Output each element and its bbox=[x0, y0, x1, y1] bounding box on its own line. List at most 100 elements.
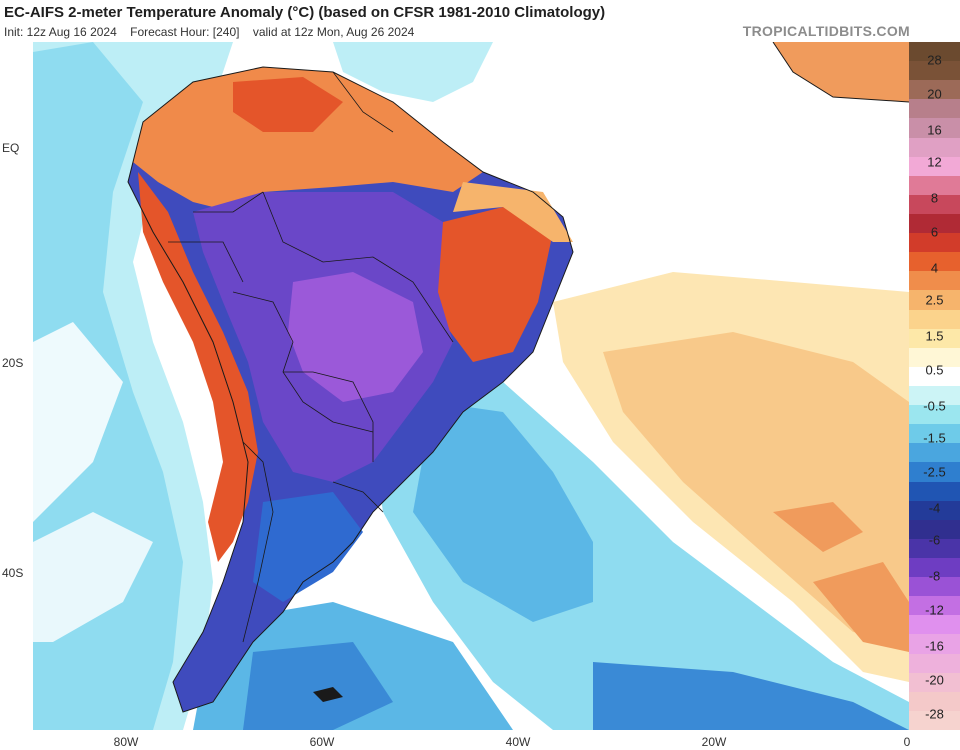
colorbar-swatch bbox=[909, 175, 960, 196]
map-header: EC-AIFS 2-meter Temperature Anomaly (°C)… bbox=[0, 0, 960, 42]
colorbar-label: 0.5 bbox=[925, 362, 944, 378]
forecast-hour: Forecast Hour: [240] bbox=[130, 25, 240, 39]
colorbar-swatch bbox=[909, 347, 960, 368]
colorbar-label: -16 bbox=[925, 638, 944, 654]
colorbar-label: 1.5 bbox=[925, 328, 944, 344]
border-chile-argentina bbox=[242, 441, 274, 643]
border-peru bbox=[168, 241, 244, 283]
colorbar-label: -12 bbox=[925, 602, 944, 618]
colorbar-swatch bbox=[909, 118, 960, 139]
africa-coastline bbox=[772, 42, 909, 103]
colorbar-label: -6 bbox=[928, 532, 941, 548]
colorbar-swatch bbox=[909, 405, 960, 425]
colorbar-swatch bbox=[909, 137, 960, 158]
colorbar-label: -20 bbox=[925, 672, 944, 688]
colorbar-swatch bbox=[909, 99, 960, 119]
colorbar-swatch bbox=[909, 672, 960, 693]
coastline bbox=[127, 66, 574, 713]
colorbar-swatch bbox=[909, 710, 960, 731]
site-brand: TROPICALTIDBITS.COM bbox=[742, 23, 910, 39]
colorbar-swatch bbox=[909, 577, 960, 597]
atlantic-warmer-region bbox=[603, 332, 909, 642]
atlantic-north-cool bbox=[333, 42, 493, 102]
southern-cone-cold bbox=[253, 492, 363, 602]
lon-label-0: 0 bbox=[903, 735, 911, 749]
colorbar-label: 2.5 bbox=[925, 292, 944, 308]
colorbar-swatch bbox=[909, 500, 960, 521]
map-title: EC-AIFS 2-meter Temperature Anomaly (°C)… bbox=[4, 4, 606, 21]
colorbar-label: 28 bbox=[927, 52, 942, 68]
colorbar-swatch bbox=[909, 615, 960, 635]
venezuela-hot-spot bbox=[233, 77, 343, 132]
colorbar-swatch bbox=[909, 366, 960, 387]
colorbar-swatch bbox=[909, 290, 960, 311]
colorbar-label: -8 bbox=[928, 568, 941, 584]
patagonian-shelf-cold bbox=[243, 642, 393, 730]
colorbar-swatch bbox=[909, 691, 960, 712]
colorbar-swatch bbox=[909, 214, 960, 234]
colorbar-label: -1.5 bbox=[923, 430, 946, 446]
lon-label-60w: 60W bbox=[309, 735, 335, 749]
colorbar-swatch bbox=[909, 42, 960, 62]
colorbar-swatch bbox=[909, 80, 960, 100]
northern-warm-band bbox=[133, 67, 483, 212]
ne-brazil-mild bbox=[453, 182, 573, 242]
colorbar-swatch bbox=[909, 443, 960, 463]
interior-cold-core bbox=[288, 272, 423, 402]
andes-warm-strip bbox=[138, 172, 258, 562]
colorbar-swatch bbox=[909, 271, 960, 291]
lat-label-eq: EQ bbox=[2, 141, 20, 155]
border-uruguay bbox=[332, 481, 384, 513]
colorbar-swatch bbox=[909, 424, 960, 444]
colorbar-swatch bbox=[909, 558, 960, 578]
lat-label-20s: 20S bbox=[2, 356, 24, 370]
atlantic-hot-patch bbox=[813, 562, 909, 652]
colorbar-swatch bbox=[909, 194, 960, 215]
border-colombia bbox=[193, 191, 264, 213]
colorbar-swatch bbox=[909, 328, 960, 349]
pacific-neutral-patch bbox=[33, 322, 123, 522]
lon-label-40w: 40W bbox=[505, 735, 531, 749]
colorbar-swatch bbox=[909, 61, 960, 81]
colorbar-label: 6 bbox=[930, 224, 939, 240]
colorbar-swatch bbox=[909, 653, 960, 674]
valid-time: valid at 12z Mon, Aug 26 2024 bbox=[252, 25, 415, 39]
colorbar-swatch bbox=[909, 233, 960, 253]
colorbar-label: 4 bbox=[930, 260, 939, 276]
africa-warm-region bbox=[773, 42, 909, 102]
colorbar-swatch bbox=[909, 481, 960, 502]
anomaly-map bbox=[33, 42, 909, 730]
colorbar-label: 12 bbox=[927, 154, 942, 170]
colorbar-swatch bbox=[909, 309, 960, 330]
colorbar-label: -0.5 bbox=[923, 398, 946, 414]
colorbar-label: 16 bbox=[927, 122, 942, 138]
colorbar-label: -4 bbox=[928, 500, 941, 516]
lon-label-80w: 80W bbox=[113, 735, 139, 749]
colorbar-label: 20 bbox=[927, 86, 942, 102]
colorbar-swatch bbox=[909, 634, 960, 655]
lat-label-40s: 40S bbox=[2, 566, 24, 580]
colorbar-swatch bbox=[909, 596, 960, 616]
colorbar-swatch bbox=[909, 252, 960, 272]
colorbar-swatch bbox=[909, 386, 960, 406]
colorbar-label: -2.5 bbox=[923, 464, 946, 480]
anomaly-colorbar: 28 20 16 12 8 6 4 2.5 1.5 0.5 -0.5 -1.5 -2.5 -4 -6 -8 -1… bbox=[909, 42, 960, 731]
run-info: Init: 12z Aug 16 2024 Forecast Hour: [24… bbox=[4, 25, 424, 39]
lon-label-20w: 20W bbox=[701, 735, 727, 749]
south-atlantic-cold-band bbox=[593, 662, 909, 730]
border-guianas bbox=[332, 71, 394, 133]
border-brazil-north bbox=[262, 191, 454, 343]
colorbar-label: -28 bbox=[925, 706, 944, 722]
colorbar-swatch bbox=[909, 538, 960, 559]
ne-brazil-warm bbox=[433, 207, 553, 362]
colorbar-swatch bbox=[909, 462, 960, 483]
atlantic-hot-patch-2 bbox=[773, 502, 863, 552]
pacific-neutral-patch-2 bbox=[33, 512, 153, 642]
border-paraguay bbox=[283, 371, 374, 462]
falkland-islands bbox=[313, 687, 343, 702]
south-atlantic-cold-core bbox=[413, 402, 593, 622]
map-svg bbox=[33, 42, 909, 730]
colorbar-label: 8 bbox=[930, 190, 939, 206]
colorbar-swatch bbox=[909, 519, 960, 540]
colorbar-swatch bbox=[909, 156, 960, 177]
